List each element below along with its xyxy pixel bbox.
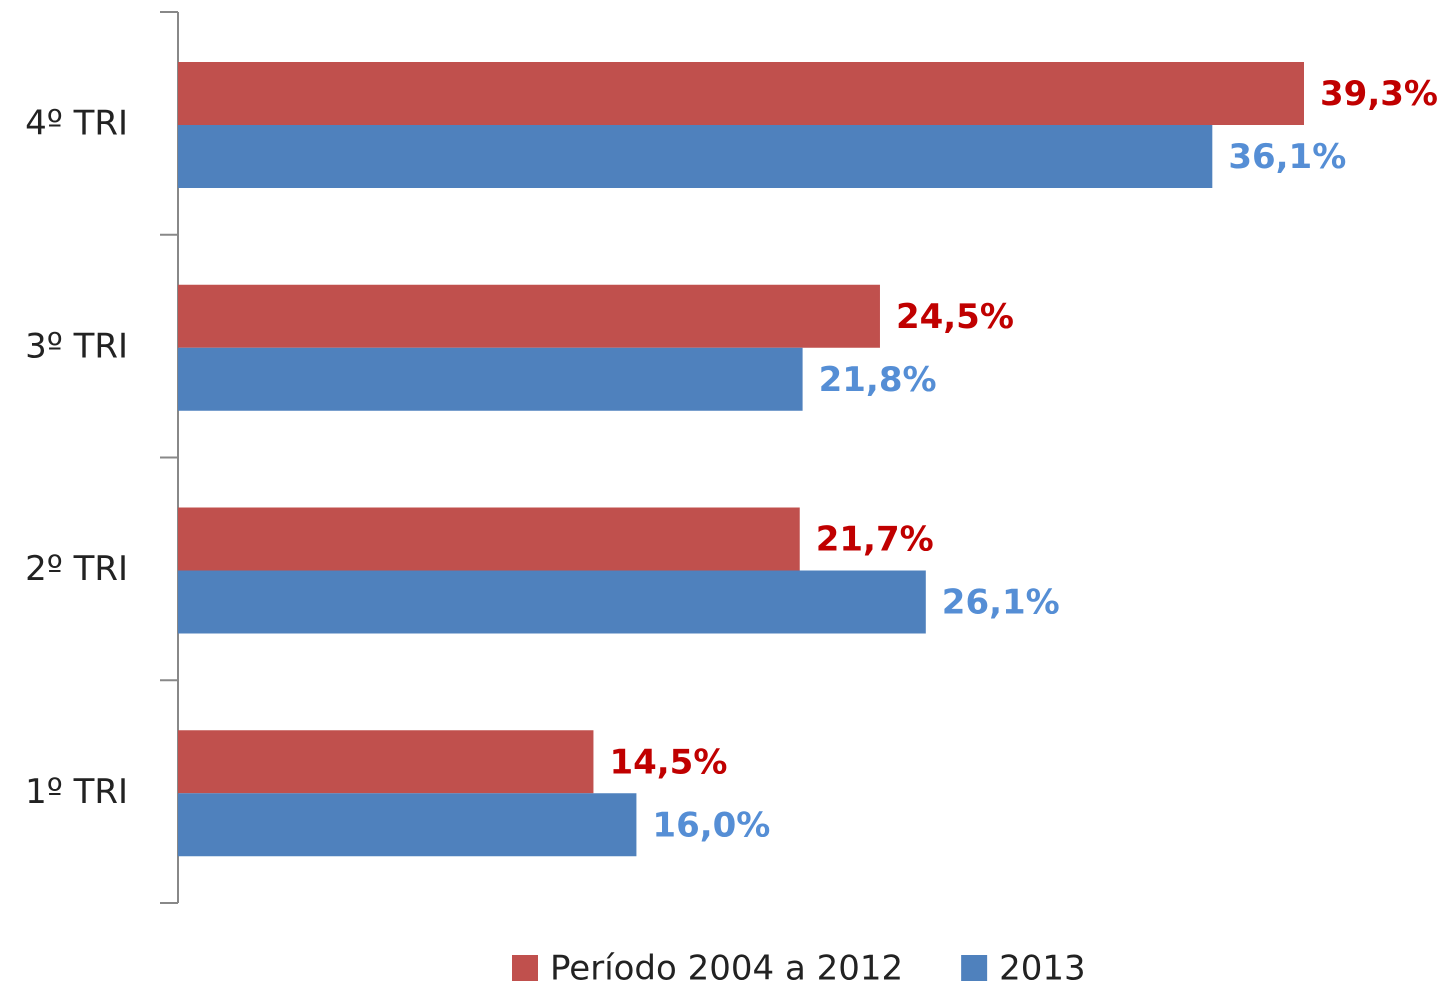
value-label: 21,8% xyxy=(819,360,937,400)
bar xyxy=(178,507,800,571)
value-label: 21,7% xyxy=(816,520,934,560)
value-label: 39,3% xyxy=(1320,74,1438,114)
legend-label: 2013 xyxy=(999,949,1086,988)
category-label: 1º TRI xyxy=(25,772,128,812)
category-label: 4º TRI xyxy=(25,104,128,144)
bar xyxy=(178,347,803,411)
legend-swatch xyxy=(961,955,988,981)
value-label: 24,5% xyxy=(896,297,1014,337)
bar xyxy=(178,125,1213,188)
bar xyxy=(178,730,594,794)
bar xyxy=(178,284,880,348)
bar xyxy=(178,570,926,634)
value-label: 16,0% xyxy=(652,805,770,845)
bar xyxy=(178,62,1304,125)
value-label: 14,5% xyxy=(609,742,727,782)
value-label: 36,1% xyxy=(1228,137,1346,177)
category-label: 2º TRI xyxy=(25,549,128,589)
legend-label: Período 2004 a 2012 xyxy=(550,949,903,988)
bar xyxy=(178,793,637,857)
category-label: 3º TRI xyxy=(25,326,128,366)
value-label: 26,1% xyxy=(942,583,1060,623)
legend-swatch xyxy=(512,955,538,981)
